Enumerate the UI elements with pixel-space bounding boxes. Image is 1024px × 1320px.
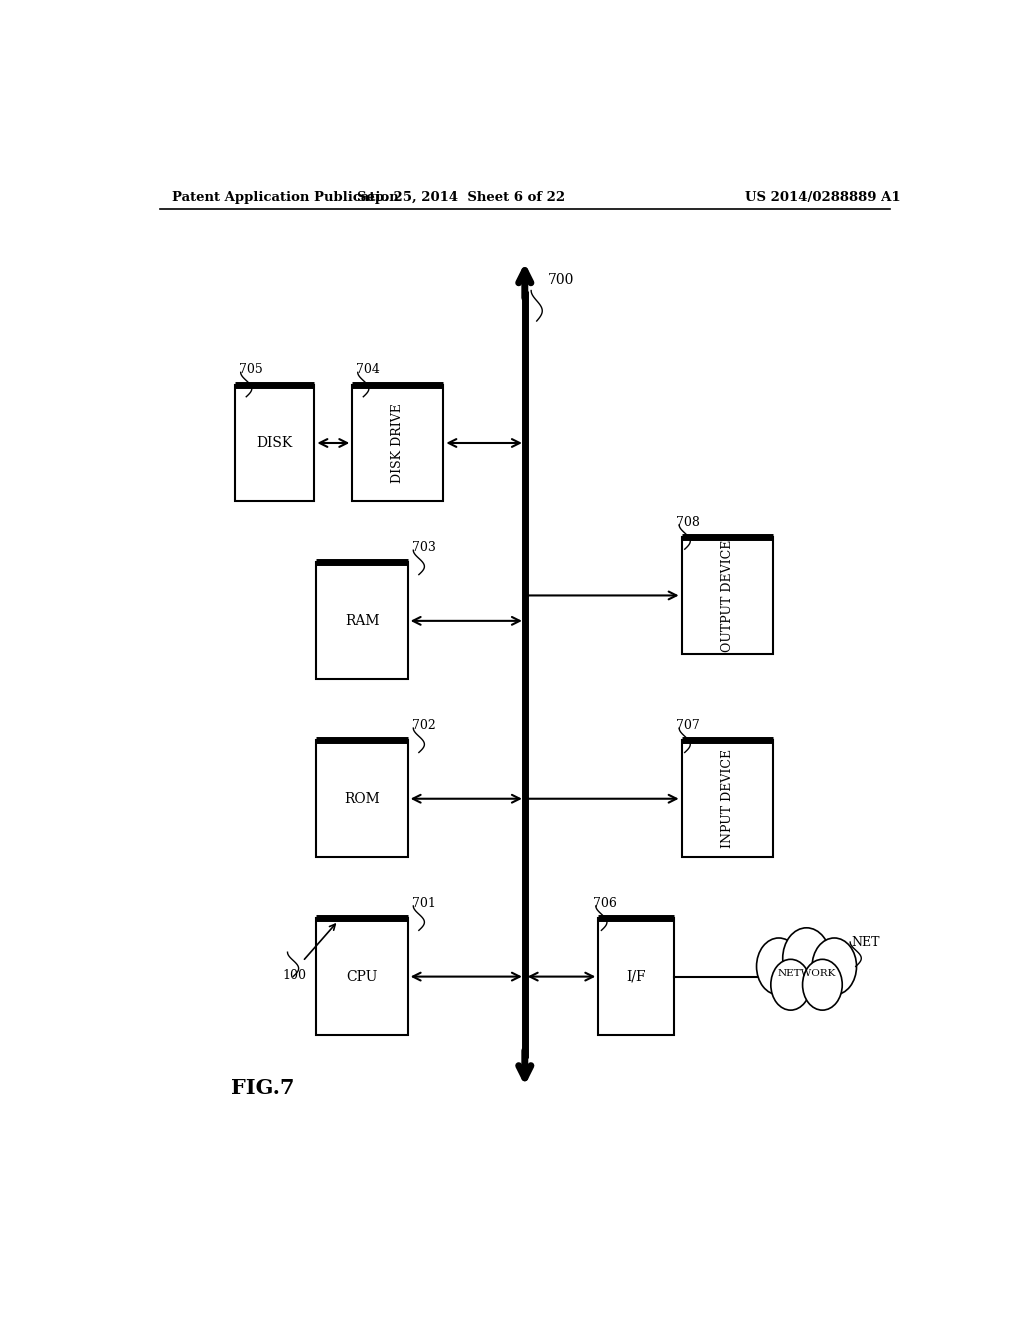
Text: INPUT DEVICE: INPUT DEVICE — [721, 750, 733, 849]
Text: 704: 704 — [356, 363, 380, 376]
Text: RAM: RAM — [345, 614, 379, 628]
Text: 100: 100 — [283, 969, 307, 982]
Circle shape — [803, 960, 842, 1010]
Bar — [316, 741, 408, 857]
Text: OUTPUT DEVICE: OUTPUT DEVICE — [721, 540, 733, 652]
Text: DISK: DISK — [257, 436, 293, 450]
Circle shape — [812, 939, 856, 995]
Text: NETWORK: NETWORK — [777, 969, 836, 978]
Text: NET: NET — [852, 936, 881, 949]
Text: DISK DRIVE: DISK DRIVE — [391, 403, 404, 483]
Circle shape — [771, 960, 811, 1010]
Text: Sep. 25, 2014  Sheet 6 of 22: Sep. 25, 2014 Sheet 6 of 22 — [357, 190, 565, 203]
Text: 701: 701 — [412, 898, 435, 909]
Text: US 2014/0288889 A1: US 2014/0288889 A1 — [744, 190, 900, 203]
Text: 705: 705 — [240, 363, 263, 376]
Circle shape — [782, 928, 830, 989]
Text: 700: 700 — [548, 273, 574, 288]
Text: 707: 707 — [676, 719, 699, 733]
Bar — [236, 384, 314, 502]
Text: ROM: ROM — [344, 792, 380, 805]
Bar — [598, 919, 674, 1035]
Bar — [316, 919, 408, 1035]
Bar — [682, 537, 773, 653]
Text: Patent Application Publication: Patent Application Publication — [172, 190, 398, 203]
Bar — [352, 384, 443, 502]
Text: 708: 708 — [676, 516, 699, 529]
Bar — [316, 562, 408, 680]
Text: 702: 702 — [412, 719, 435, 733]
Text: I/F: I/F — [626, 970, 646, 983]
Text: 703: 703 — [412, 541, 435, 554]
Text: 706: 706 — [593, 898, 616, 909]
Text: CPU: CPU — [346, 970, 378, 983]
Text: FIG.7: FIG.7 — [231, 1078, 295, 1098]
Bar — [682, 741, 773, 857]
Circle shape — [757, 939, 801, 995]
